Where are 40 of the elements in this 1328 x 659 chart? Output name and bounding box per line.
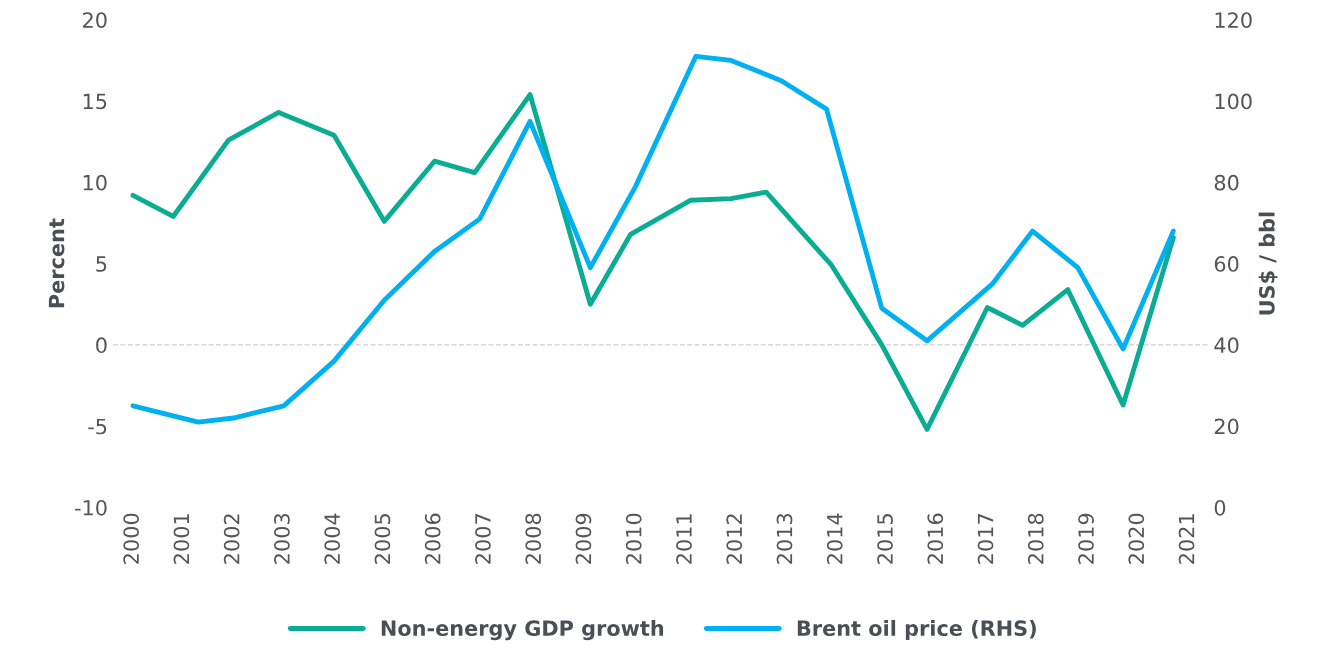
x-tick-label: 2013 — [776, 513, 793, 564]
y2-tick-label: 40 — [1214, 337, 1239, 354]
x-tick-label: 2021 — [1178, 514, 1195, 564]
y2-tick-label: 60 — [1214, 256, 1239, 272]
y-tick-label: 5 — [96, 256, 107, 272]
x-tick-label: 2014 — [826, 513, 843, 564]
x-tick-label: 2017 — [977, 514, 994, 564]
y2-tick-label: 80 — [1214, 174, 1239, 191]
y-tick-label: 0 — [96, 337, 107, 354]
x-tick-label: 2009 — [575, 513, 592, 564]
x-tick-label: 2012 — [726, 514, 743, 564]
x-tick-label: 2018 — [1027, 513, 1044, 564]
y-tick-label: -10 — [75, 499, 107, 516]
x-tick-label: 2019 — [1078, 513, 1094, 564]
x-tick-label: 2015 — [877, 514, 893, 564]
x-tick-label: 2007 — [475, 514, 491, 564]
x-tick-label: 2006 — [424, 513, 441, 564]
y2-axis-title: US$ / bbl — [1258, 212, 1278, 315]
x-tick-label: 2011 — [676, 514, 692, 564]
x-tick-label: 2008 — [525, 513, 542, 564]
y-tick-label: -5 — [88, 418, 107, 435]
x-tick-label: 2010 — [625, 513, 642, 564]
x-tick-label: 2020 — [1128, 513, 1145, 564]
x-tick-label: 2003 — [274, 513, 290, 564]
y2-tick-label: 100 — [1215, 93, 1252, 110]
x-tick-label: 2001 — [173, 514, 190, 564]
y-tick-label: 15 — [83, 93, 107, 110]
x-tick-label: 2000 — [123, 513, 140, 564]
x-tick-label: 2002 — [223, 514, 240, 564]
y2-tick-label: 120 — [1215, 12, 1252, 28]
x-tick-label: 2005 — [374, 514, 391, 564]
legend-label: Brent oil price (RHS) — [797, 619, 1036, 641]
legend-label: Non-energy GDP growth — [381, 619, 664, 641]
y2-tick-label: 20 — [1214, 418, 1239, 435]
x-tick-label: 2016 — [927, 513, 944, 564]
y-tick-label: 20 — [83, 12, 107, 28]
x-tick-label: 2004 — [324, 513, 341, 564]
y-tick-label: 10 — [83, 174, 107, 191]
y2-tick-label: 0 — [1214, 499, 1226, 516]
y-axis-title: Percent — [48, 218, 65, 308]
